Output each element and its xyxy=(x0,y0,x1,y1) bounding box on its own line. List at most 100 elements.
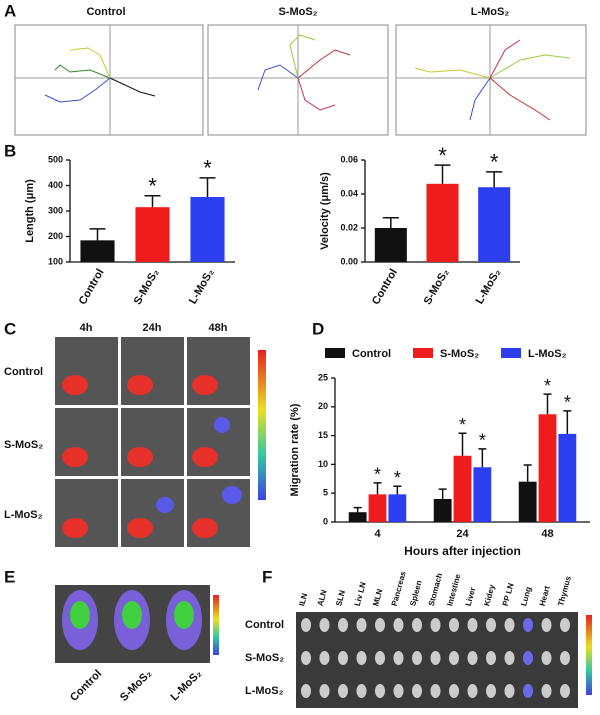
organ xyxy=(523,684,533,698)
y-tick-label: 10 xyxy=(318,459,328,469)
bar xyxy=(368,494,387,522)
organ-label: Stomach xyxy=(427,572,444,607)
organ-label: ILN xyxy=(297,592,309,607)
bar xyxy=(426,183,459,262)
organ xyxy=(338,651,348,665)
x-tick-label: 4 xyxy=(374,528,381,540)
organ xyxy=(375,618,385,632)
error-bar xyxy=(478,448,487,468)
bar xyxy=(473,467,492,522)
organ xyxy=(338,684,348,698)
y-tick-label: 0.00 xyxy=(340,256,358,266)
organ xyxy=(301,684,311,698)
x-axis-label: Hours after injection xyxy=(404,544,521,558)
panel-label: D xyxy=(312,319,324,338)
y-tick-label: 15 xyxy=(318,430,328,440)
group-label: L-MoS₂ xyxy=(168,668,204,704)
error-bar xyxy=(438,488,447,499)
organ xyxy=(375,651,385,665)
bar xyxy=(80,240,115,262)
x-tick-label: Control xyxy=(77,267,107,307)
organ xyxy=(393,651,404,665)
organ-label: Heart xyxy=(538,585,552,607)
y-tick-label: 400 xyxy=(48,180,63,190)
organ-label: Thymus xyxy=(556,575,573,607)
y-tick-label: 0.02 xyxy=(340,222,358,232)
group-label: Control xyxy=(68,668,104,704)
organ xyxy=(338,618,348,632)
y-tick-label: 20 xyxy=(318,401,328,411)
legend-label: Control xyxy=(352,348,391,360)
bar xyxy=(135,207,170,262)
organ xyxy=(560,618,570,632)
organ xyxy=(393,684,404,698)
organ xyxy=(412,618,422,632)
error-bar xyxy=(543,393,552,415)
y-tick-label: 5 xyxy=(323,488,328,498)
error-bar xyxy=(563,410,572,434)
organ xyxy=(467,651,478,665)
organ xyxy=(319,684,330,698)
significance: * xyxy=(374,465,381,485)
error-bar xyxy=(144,194,161,208)
organ xyxy=(356,651,367,665)
organ xyxy=(504,618,515,632)
panel-label: B xyxy=(4,141,16,160)
y-axis-label: Velocity (μm/s) xyxy=(319,172,331,250)
row-label: S-MoS₂ xyxy=(4,439,43,451)
column-label: 48h xyxy=(209,322,228,334)
organ-label: Spleen xyxy=(408,579,424,607)
bar xyxy=(518,481,537,522)
organ-label: SLN xyxy=(334,589,347,607)
significance: * xyxy=(148,174,157,199)
organ xyxy=(319,618,330,632)
organ-label: MLN xyxy=(371,588,384,607)
significance: * xyxy=(394,468,401,488)
y-axis-label: Length (μm) xyxy=(24,179,36,243)
significance: * xyxy=(490,150,499,175)
legend-swatch xyxy=(501,348,521,358)
legend-label: L-MoS₂ xyxy=(528,348,567,360)
y-axis-label: Migration rate (%) xyxy=(289,403,301,496)
row-label: Control xyxy=(4,366,43,378)
significance: * xyxy=(203,156,212,181)
organ xyxy=(393,618,404,632)
legend-swatch xyxy=(413,348,433,358)
error-bar xyxy=(353,506,362,513)
organ xyxy=(467,618,478,632)
bar xyxy=(374,228,407,262)
panel-label: F xyxy=(262,567,272,586)
organ xyxy=(541,618,552,632)
organ-label: PP LN xyxy=(501,582,516,607)
organ xyxy=(430,651,441,665)
y-tick-label: 25 xyxy=(318,372,328,382)
x-tick-label: 48 xyxy=(541,528,553,540)
track-title: S-MoS₂ xyxy=(278,6,317,18)
track-title: Control xyxy=(86,6,125,18)
y-tick-label: 300 xyxy=(48,205,63,215)
column-label: 4h xyxy=(80,322,93,334)
x-tick-label: L-MoS₂ xyxy=(474,267,504,306)
bar xyxy=(348,512,367,522)
imaging-photos xyxy=(55,337,266,547)
organ xyxy=(541,684,552,698)
row-label: L-MoS₂ xyxy=(245,685,284,697)
organ-label: Liv LN xyxy=(353,581,368,607)
error-bar xyxy=(393,485,402,495)
track-title: L-MoS₂ xyxy=(471,6,510,18)
organ xyxy=(486,684,496,698)
organ xyxy=(319,651,330,665)
organ xyxy=(523,651,533,665)
x-tick-label: S-MoS₂ xyxy=(422,267,452,307)
error-bar xyxy=(458,432,467,456)
organ xyxy=(301,618,311,632)
bar xyxy=(190,196,225,262)
organ xyxy=(356,618,367,632)
track-plots xyxy=(14,24,587,136)
x-tick-label: Control xyxy=(370,267,400,307)
organ xyxy=(504,651,515,665)
organ-label: Lung xyxy=(519,586,533,607)
organ-label: Intestine xyxy=(445,572,462,607)
organ xyxy=(356,684,367,698)
